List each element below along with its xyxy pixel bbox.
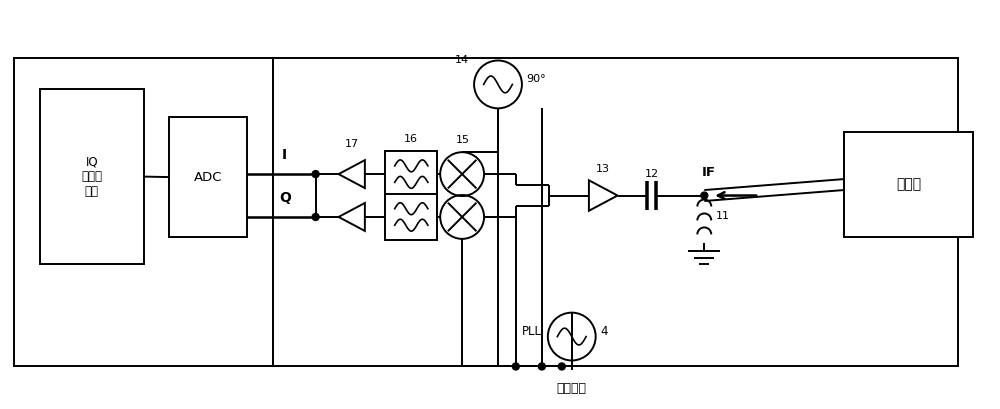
Circle shape: [558, 363, 565, 370]
Text: Q: Q: [279, 191, 291, 205]
Text: 接收机: 接收机: [896, 178, 921, 191]
Text: 90°: 90°: [526, 74, 546, 84]
Text: IQ
不平衡
校正: IQ 不平衡 校正: [81, 155, 102, 198]
Bar: [273, 58, 958, 366]
Circle shape: [312, 213, 319, 220]
Circle shape: [312, 171, 319, 178]
Bar: [40, 90, 144, 264]
Bar: [844, 132, 973, 237]
Text: 14: 14: [455, 55, 469, 65]
Text: IF: IF: [701, 166, 715, 179]
Text: 12: 12: [644, 169, 659, 179]
Text: 4: 4: [601, 325, 608, 338]
Text: 16: 16: [404, 134, 418, 144]
Text: PLL: PLL: [522, 325, 542, 338]
Text: I: I: [282, 148, 287, 162]
Circle shape: [512, 363, 519, 370]
Text: 参考时钟: 参考时钟: [557, 382, 587, 396]
Bar: [14, 58, 273, 366]
Text: 17: 17: [345, 139, 359, 149]
Bar: [385, 151, 437, 197]
Bar: [169, 117, 247, 237]
Text: ADC: ADC: [194, 171, 222, 184]
Text: 15: 15: [456, 135, 470, 145]
Circle shape: [538, 363, 545, 370]
Text: 11: 11: [716, 211, 730, 221]
Bar: [385, 194, 437, 240]
Text: 13: 13: [596, 164, 610, 173]
Circle shape: [701, 192, 708, 199]
